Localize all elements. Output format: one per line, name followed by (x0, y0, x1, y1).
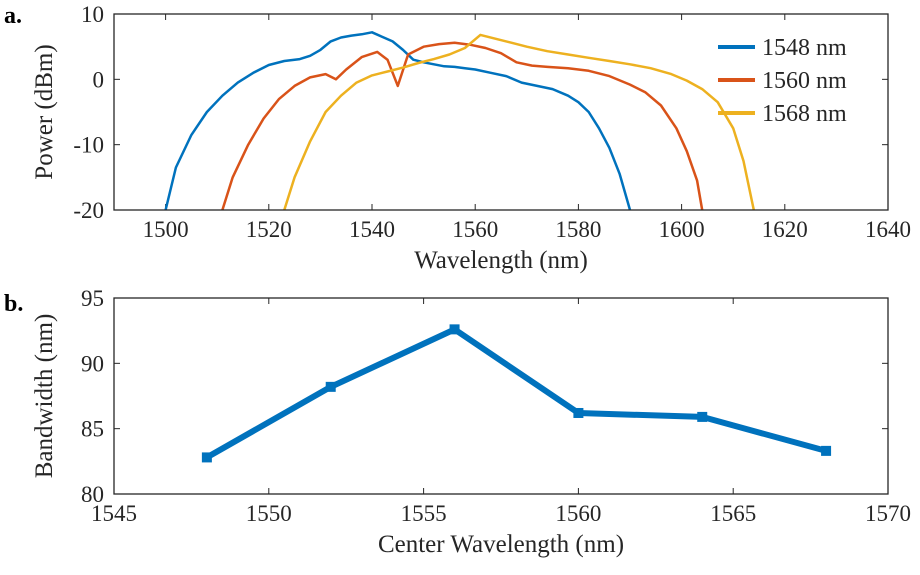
a-xtick-label: 1620 (762, 217, 808, 242)
bandwidth-series-group (201, 324, 832, 463)
b-xtick-label: 1545 (91, 501, 137, 526)
b-ytick-label: 90 (81, 351, 104, 376)
b-xtick-label: 1555 (401, 501, 447, 526)
b-data-point (449, 324, 460, 335)
b-data-point (573, 407, 584, 418)
a-xtick-label: 1600 (659, 217, 705, 242)
a-xtick-label: 1580 (555, 217, 601, 242)
b-xtick-label: 1550 (246, 501, 292, 526)
a-xtick-label: 1540 (349, 217, 395, 242)
legend-label-0: 1548 nm (762, 35, 847, 61)
spectrum-y-axis-label: Power (dBm) (31, 44, 58, 179)
bandwidth-y-axis-label: Bandwidth (nm) (31, 314, 58, 479)
spectrum-chart: 1500 1520 1540 1560 1580 1600 1620 1640 -20 -10 0 1… (31, 2, 911, 274)
a-ytick-label: -20 (73, 198, 104, 223)
a-series-line-1 (221, 41, 704, 211)
spectrum-legend: 1548 nm 1560 nm 1568 nm (718, 35, 847, 127)
b-ytick-label: 80 (81, 482, 104, 507)
b-data-point (325, 381, 336, 392)
panel-label-a: a. (4, 3, 22, 29)
a-ytick-label: 10 (81, 2, 104, 27)
a-xtick-label: 1520 (246, 217, 292, 242)
a-series-line-2 (283, 33, 756, 211)
b-xtick-label: 1570 (865, 501, 911, 526)
a-xtick-label: 1560 (452, 217, 498, 242)
a-xtick-label: 1640 (865, 217, 911, 242)
legend-label-2: 1568 nm (762, 101, 847, 127)
a-ytick-label: -10 (73, 133, 104, 158)
spectrum-axes: 1500 1520 1540 1560 1580 1600 1620 1640 -20 -10 0 1… (73, 2, 911, 242)
bandwidth-axes: 1545 1550 1555 1560 1565 1570 80 85 90 95 (81, 286, 911, 526)
bandwidth-x-axis-label: Center Wavelength (nm) (378, 531, 624, 558)
panel-label-b: b. (4, 291, 23, 317)
b-ytick-label: 85 (81, 417, 104, 442)
a-xtick-label: 1500 (143, 217, 189, 242)
b-xtick-label: 1565 (710, 501, 756, 526)
b-data-point (697, 411, 708, 422)
legend-label-1: 1560 nm (762, 68, 847, 94)
a-series-line-0 (164, 31, 632, 211)
spectrum-plot-frame (113, 13, 889, 211)
b-xtick-label: 1560 (555, 501, 601, 526)
b-data-point (201, 452, 212, 463)
a-ytick-label: 0 (93, 67, 105, 92)
b-data-point (821, 445, 832, 456)
bandwidth-plot-frame (113, 297, 889, 495)
bandwidth-chart: 1545 1550 1555 1560 1565 1570 80 85 90 95 Center … (31, 286, 911, 558)
b-series-line-0 (205, 326, 827, 461)
b-ytick-label: 95 (81, 286, 104, 311)
spectrum-series-group (164, 31, 756, 211)
spectrum-x-axis-label: Wavelength (nm) (414, 247, 588, 274)
